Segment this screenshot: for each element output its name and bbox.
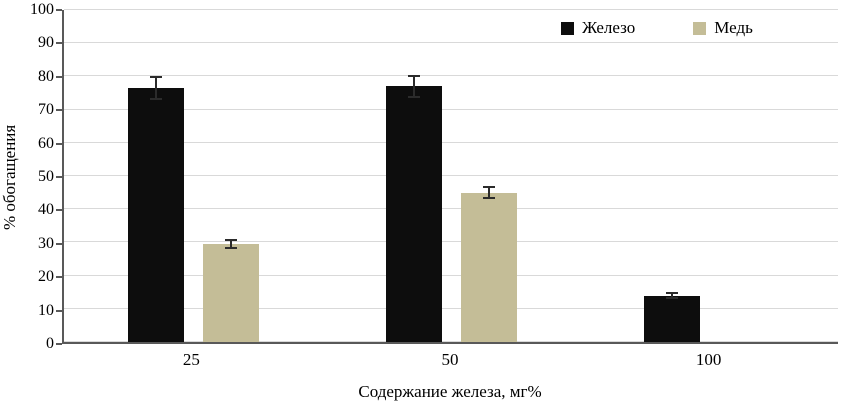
legend-label: Железо	[582, 18, 636, 37]
gridlines	[64, 9, 838, 342]
bar-series0-cat50	[385, 86, 442, 342]
error-bar	[149, 76, 162, 100]
error-bar-line	[412, 76, 415, 96]
y-tick-mark	[56, 343, 62, 345]
legend: Железо Медь	[561, 18, 753, 38]
y-tick-label: 30	[38, 234, 54, 252]
gridline	[64, 108, 838, 110]
y-tick-label: 0	[46, 335, 54, 352]
legend-swatch	[561, 21, 574, 35]
y-tick-label: 100	[30, 1, 54, 18]
gridline	[64, 75, 838, 77]
y-tick-label: 40	[38, 201, 54, 219]
bar-series0-cat25	[127, 88, 184, 342]
x-tick-label: 50	[441, 350, 459, 369]
legend-label: Медь	[714, 18, 753, 37]
gridline	[64, 307, 838, 309]
y-tick-mark	[56, 75, 62, 78]
x-axis-labels: 25 50 100	[62, 350, 838, 370]
gridline	[64, 274, 838, 276]
y-tick-label: 20	[38, 268, 54, 286]
y-tick-label: 10	[38, 301, 54, 319]
gridline	[64, 9, 838, 10]
bar-slot	[385, 10, 442, 342]
category-group-25	[64, 10, 322, 342]
y-tick-mark	[56, 209, 62, 212]
bar-slot	[127, 10, 184, 342]
y-tick-mark	[56, 276, 62, 279]
error-bar	[665, 292, 678, 299]
legend-item-series0: Железо	[561, 18, 635, 38]
bar-slot	[643, 10, 700, 342]
bar-slot	[202, 10, 259, 342]
gridline	[64, 175, 838, 176]
y-tick-label: 60	[38, 134, 54, 152]
error-bar	[407, 74, 420, 98]
bar-series0-cat100	[643, 295, 700, 342]
y-tick-mark	[56, 9, 62, 11]
error-bar	[482, 185, 495, 200]
error-bar-line	[154, 78, 157, 98]
x-tick-label: 100	[695, 350, 722, 369]
bar-slot	[460, 10, 517, 342]
y-tick-mark	[56, 242, 62, 245]
category-group-50	[322, 10, 580, 342]
y-tick-label: 90	[38, 34, 54, 52]
gridline	[64, 341, 838, 342]
y-tick-mark	[56, 309, 62, 312]
category-group-100	[580, 10, 838, 342]
gridline	[64, 42, 838, 44]
error-bar	[224, 239, 237, 250]
bar-slot	[719, 10, 775, 342]
y-tick-mark	[56, 42, 62, 45]
error-bar-line	[229, 241, 232, 248]
plot-area: Железо Медь	[62, 9, 838, 344]
y-axis-ticks	[56, 9, 62, 345]
error-bar-line	[487, 187, 490, 198]
bar-series1-cat50	[460, 192, 517, 342]
y-axis-labels: 0 10 20 30 40 50 60 70 80 90 100	[16, 2, 54, 352]
bar-series1-cat25	[202, 244, 259, 342]
y-tick-label: 70	[38, 101, 54, 119]
y-tick-label: 80	[38, 67, 54, 85]
gridline	[64, 241, 838, 243]
y-tick-mark	[56, 176, 62, 178]
y-tick-label: 50	[38, 168, 54, 185]
x-axis-title: Содержание железа, мг%	[358, 382, 542, 401]
legend-item-series1: Медь	[693, 18, 753, 38]
gridline	[64, 208, 838, 210]
error-bar-line	[670, 294, 673, 297]
x-tick-label: 25	[182, 350, 200, 369]
legend-swatch	[693, 21, 707, 35]
y-tick-mark	[56, 109, 62, 112]
y-tick-mark	[56, 142, 62, 145]
gridline	[64, 141, 838, 143]
bars-layer	[64, 10, 838, 342]
